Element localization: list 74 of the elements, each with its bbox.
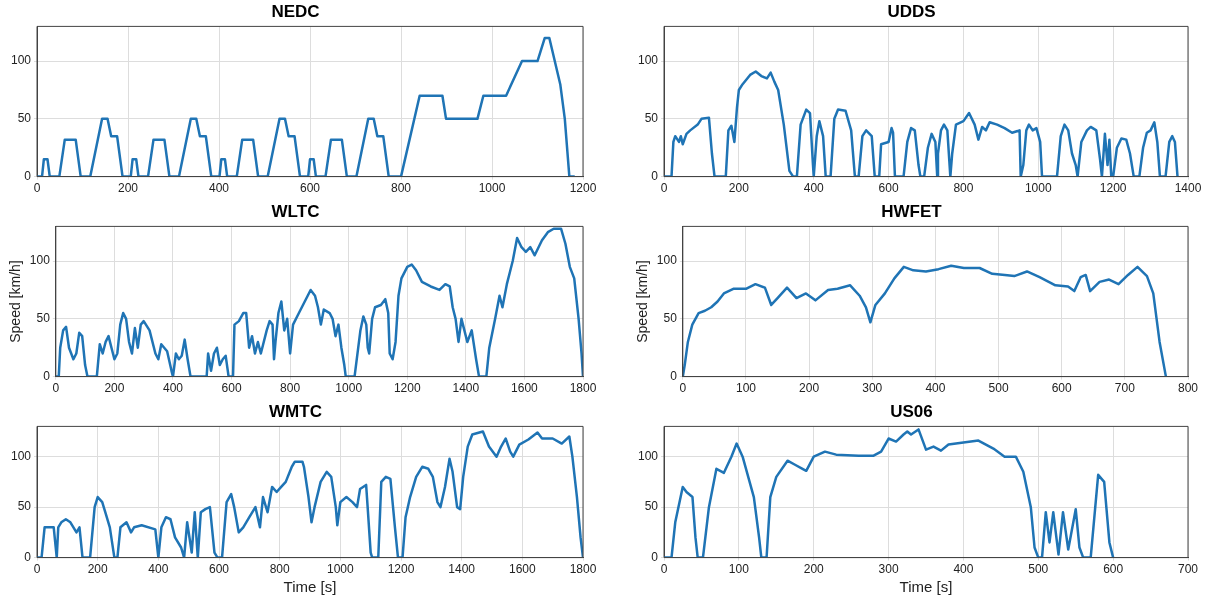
x-tick-label: 1200 <box>393 381 421 396</box>
y-tick-label: 50 <box>644 111 659 126</box>
x-tick-label: 700 <box>1114 381 1136 396</box>
y-tick-label: 50 <box>17 111 32 126</box>
x-tick-label: 600 <box>1051 381 1073 396</box>
y-tick-label: 100 <box>656 253 678 268</box>
x-tick-label: 600 <box>221 381 242 396</box>
y-tick-label: 100 <box>637 448 659 463</box>
x-tick-label: 600 <box>878 181 899 196</box>
y-tick-label: 0 <box>43 368 51 383</box>
x-axis-title: Time [s] <box>283 578 337 596</box>
x-tick-label: 200 <box>104 381 125 396</box>
chart-title: WMTC <box>269 401 322 421</box>
x-tick-label: 400 <box>925 381 946 396</box>
y-tick-label: 100 <box>10 53 32 68</box>
x-tick-label: 600 <box>209 562 230 577</box>
chart-title: WLTC <box>271 201 320 221</box>
x-tick-label: 500 <box>988 381 1009 396</box>
x-tick-label: 1400 <box>452 381 480 396</box>
x-tick-label: 1800 <box>569 562 597 577</box>
y-tick-label: 0 <box>24 549 32 564</box>
y-tick-label: 100 <box>637 53 659 68</box>
x-tick-label: 200 <box>87 562 109 577</box>
chart-title: HWFET <box>881 201 943 221</box>
y-axis-title: Speed [km/h] <box>7 260 24 343</box>
x-tick-label: 200 <box>803 562 825 577</box>
y-tick-label: 50 <box>36 311 51 326</box>
y-tick-label: 100 <box>29 253 51 268</box>
x-tick-label: 1400 <box>1174 181 1202 196</box>
x-tick-label: 200 <box>728 181 750 196</box>
x-tick-label: 600 <box>1103 562 1124 577</box>
x-tick-label: 1000 <box>326 562 355 577</box>
x-tick-label: 1600 <box>508 562 537 577</box>
x-tick-label: 400 <box>953 562 974 577</box>
y-tick-label: 0 <box>651 168 659 183</box>
x-tick-label: 800 <box>390 181 412 196</box>
x-tick-label: 500 <box>1028 562 1049 577</box>
chart-title: UDDS <box>887 1 936 21</box>
x-tick-label: 700 <box>1177 562 1199 577</box>
y-tick-label: 0 <box>651 549 659 564</box>
x-tick-label: 400 <box>803 181 825 196</box>
x-tick-label: 300 <box>862 381 883 396</box>
x-tick-label: 800 <box>1177 381 1199 396</box>
x-tick-label: 400 <box>148 562 169 577</box>
y-tick-label: 50 <box>17 499 32 514</box>
x-tick-label: 200 <box>799 381 820 396</box>
x-tick-label: 400 <box>162 381 184 396</box>
x-tick-label: 600 <box>300 181 321 196</box>
x-tick-label: 400 <box>209 181 230 196</box>
x-tick-label: 100 <box>735 381 757 396</box>
x-tick-label: 1600 <box>511 381 539 396</box>
x-tick-label: 200 <box>118 181 139 196</box>
chart-title: US06 <box>890 401 933 421</box>
x-tick-label: 1200 <box>1099 181 1127 196</box>
x-tick-label: 300 <box>878 562 899 577</box>
y-tick-label: 100 <box>10 448 32 463</box>
y-axis-title: Speed [km/h] <box>634 260 651 343</box>
y-tick-label: 50 <box>644 499 659 514</box>
y-tick-label: 0 <box>670 368 678 383</box>
y-tick-label: 0 <box>24 168 32 183</box>
x-tick-label: 1800 <box>569 381 597 396</box>
chart-title: NEDC <box>271 1 320 21</box>
x-tick-label: 800 <box>269 562 291 577</box>
x-tick-label: 800 <box>953 181 974 196</box>
x-tick-label: 1400 <box>448 562 476 577</box>
x-tick-label: 1000 <box>1024 181 1052 196</box>
x-tick-label: 100 <box>728 562 750 577</box>
x-tick-label: 800 <box>280 381 301 396</box>
x-tick-label: 1000 <box>335 381 363 396</box>
x-axis-title: Time [s] <box>899 578 953 596</box>
x-tick-label: 1200 <box>569 181 597 196</box>
y-tick-label: 50 <box>663 311 678 326</box>
x-tick-label: 1000 <box>478 181 506 196</box>
x-tick-label: 1200 <box>387 562 415 577</box>
